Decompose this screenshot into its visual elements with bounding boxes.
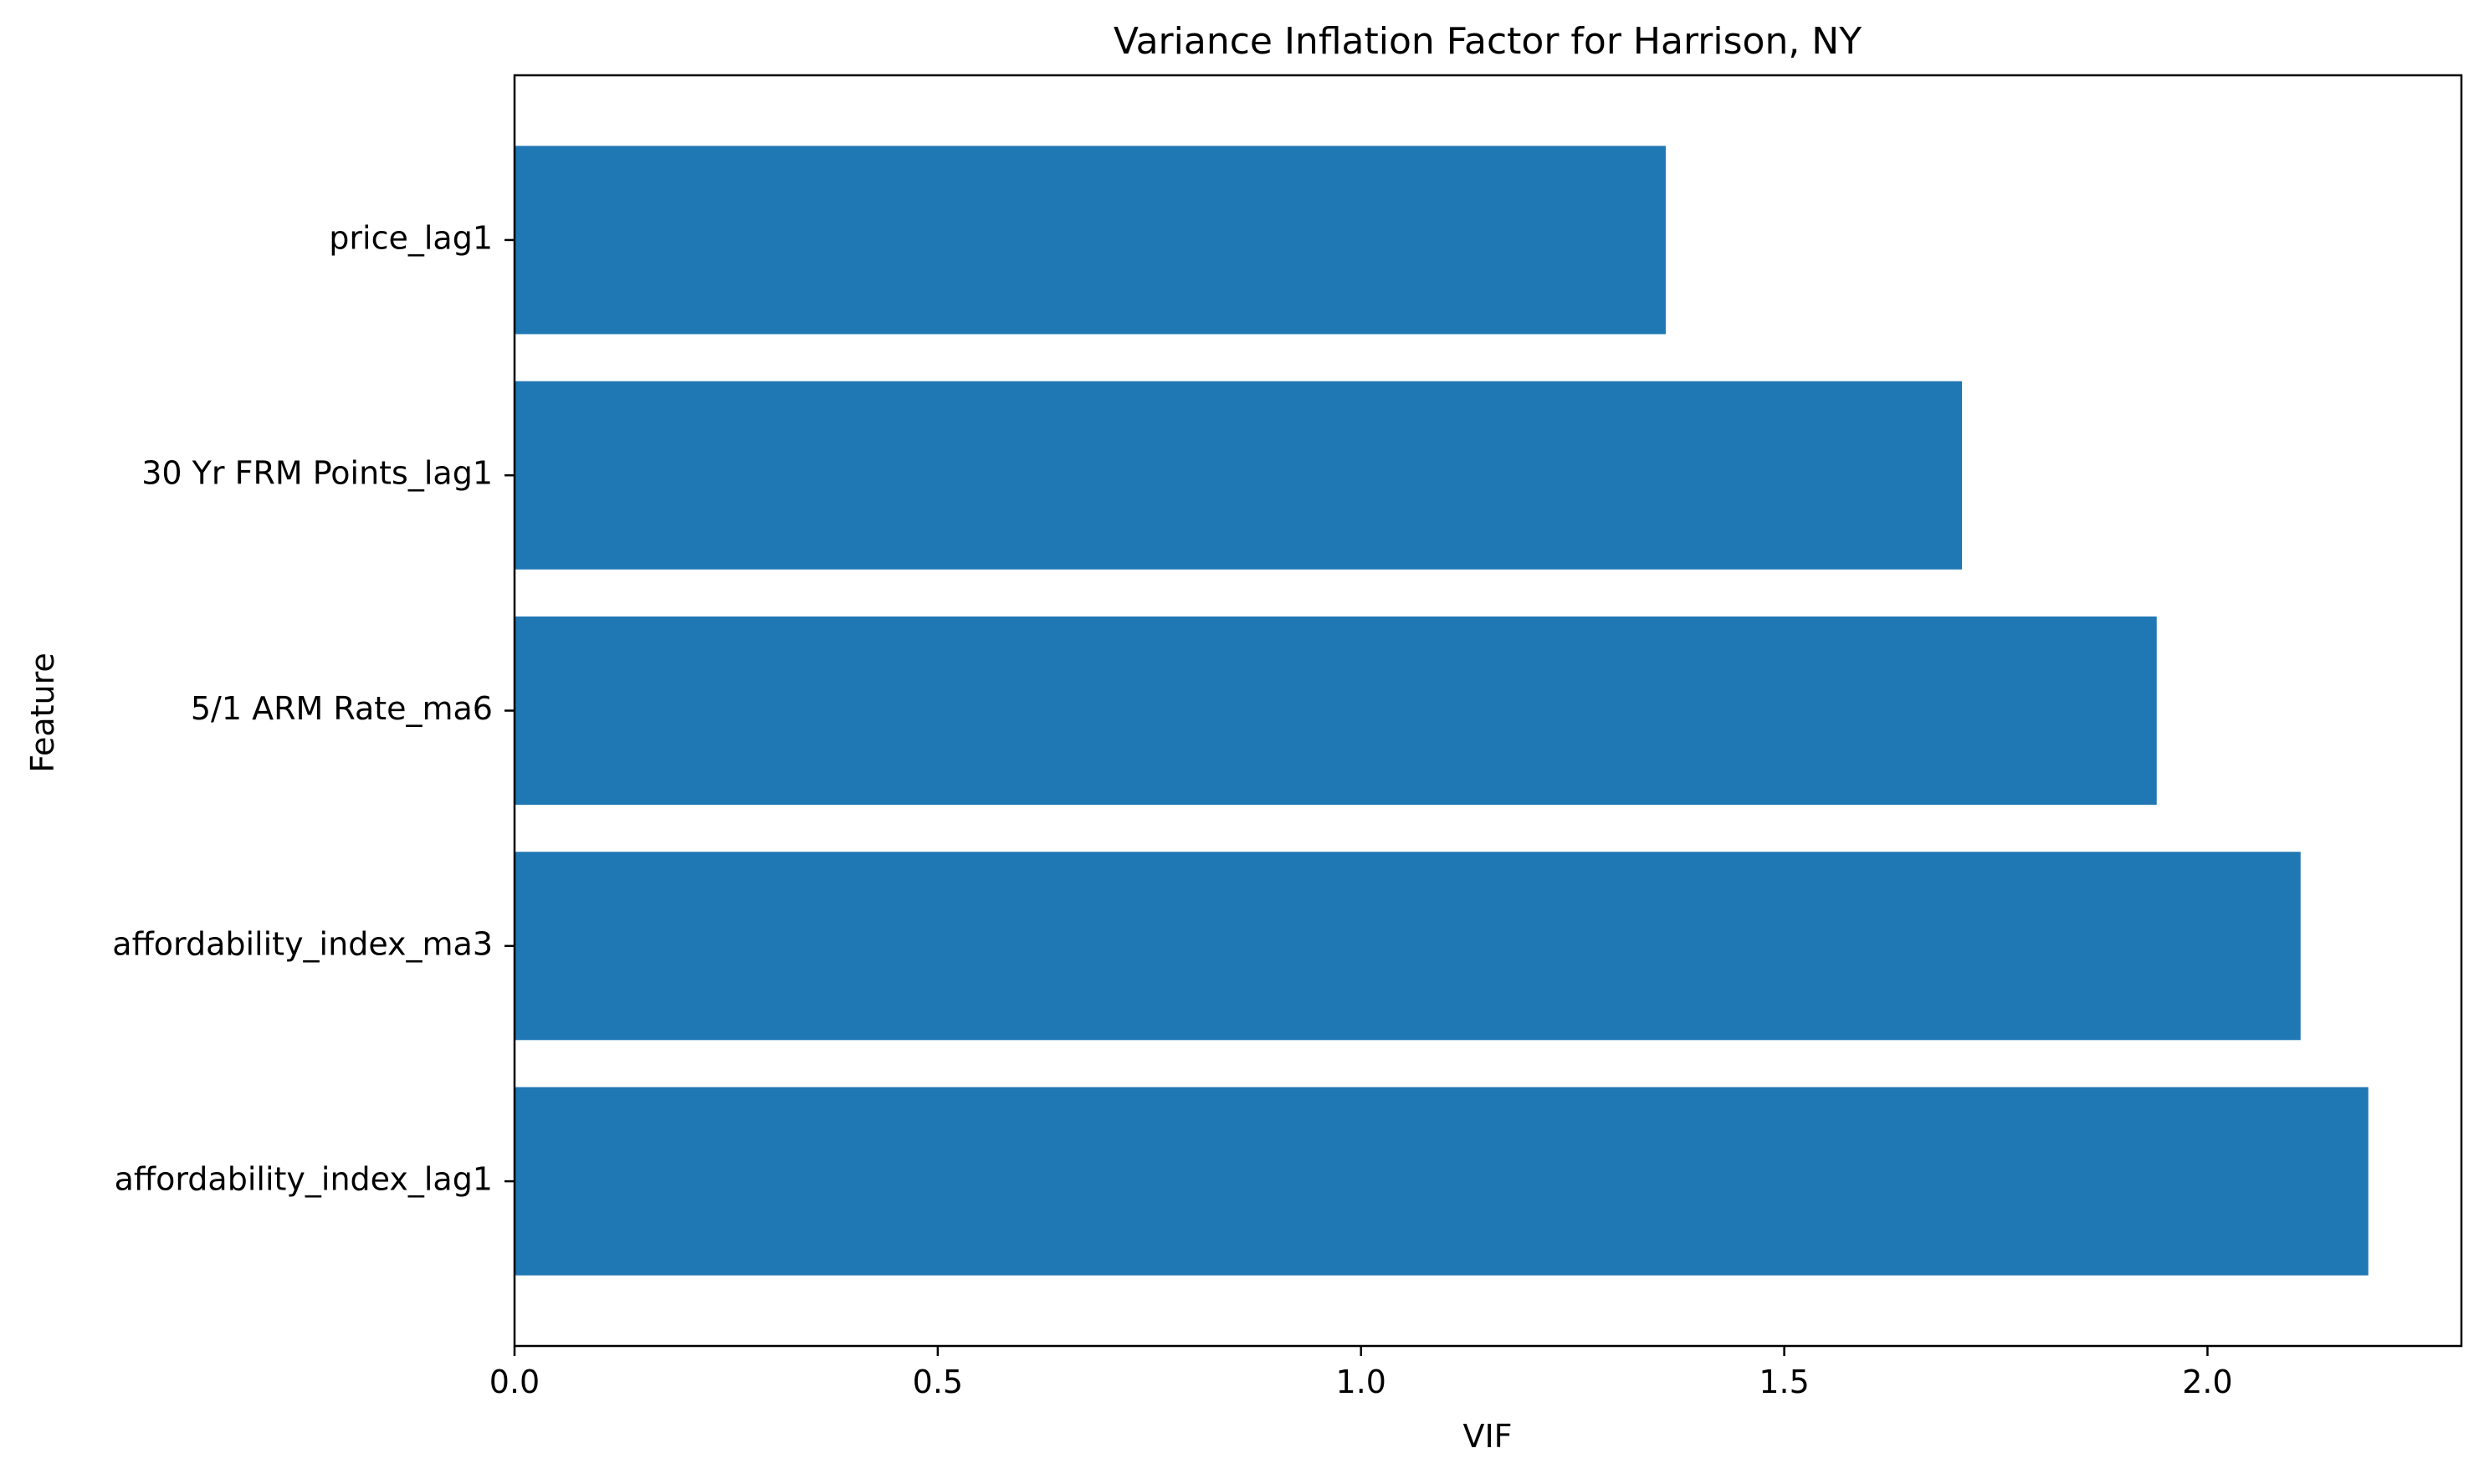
chart-title: Variance Inflation Factor for Harrison, … — [1114, 20, 1862, 63]
x-tick-label: 2.0 — [2182, 1364, 2232, 1400]
x-axis-label: VIF — [1462, 1418, 1512, 1455]
bar — [515, 1087, 2369, 1276]
bars-layer — [515, 146, 2369, 1276]
x-tick-label: 1.5 — [1759, 1364, 1809, 1400]
plot-frame — [513, 74, 2463, 1348]
y-tick-label: affordability_index_lag1 — [115, 1161, 493, 1198]
y-axis-label: Feature — [24, 652, 61, 773]
x-tick-label: 1.0 — [1336, 1364, 1386, 1400]
y-tick-label: affordability_index_ma3 — [112, 925, 493, 962]
bar — [515, 852, 2301, 1041]
y-tick-label: 30 Yr FRM Points_lag1 — [141, 455, 493, 492]
x-tick-layer: 0.0 0.5 1.0 1.5 2.0 — [489, 1346, 2233, 1400]
y-tick-layer: price_lag1 30 Yr FRM Points_lag1 5/1 ARM R… — [112, 219, 515, 1198]
bar — [515, 146, 1666, 335]
y-tick-label: price_lag1 — [329, 219, 493, 256]
bar — [515, 616, 2157, 806]
x-tick-label: 0.0 — [489, 1364, 540, 1400]
y-tick-label: 5/1 ARM Rate_ma6 — [191, 690, 493, 727]
x-tick-label: 0.5 — [913, 1364, 963, 1400]
bar — [515, 381, 1963, 570]
